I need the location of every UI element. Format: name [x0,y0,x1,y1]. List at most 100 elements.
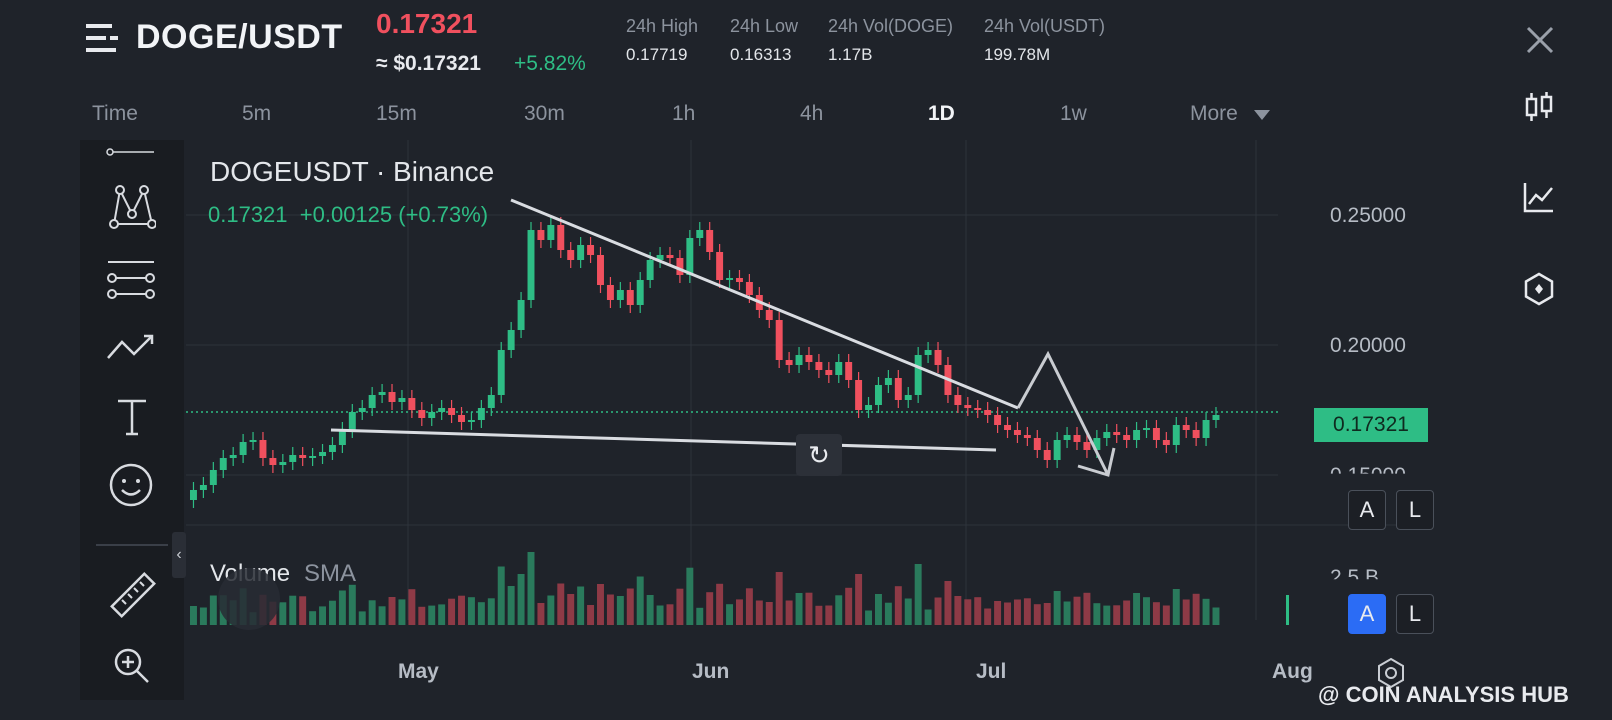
tab-1d[interactable]: 1D [928,102,955,125]
volume-bar [567,594,575,625]
chevron-down-icon[interactable] [1254,110,1270,120]
tab-4h[interactable]: 4h [800,102,824,125]
candle [348,412,356,430]
volume-tick-label: 2.5 B [1330,566,1380,589]
volume-bar [418,606,426,625]
auto-scale-button[interactable]: A [1348,490,1386,530]
candle [696,230,704,238]
trendline-upper [510,198,1019,410]
volume-bar [726,604,734,625]
volume-bar [557,583,565,625]
candle [418,410,426,418]
volume-bar [587,605,595,625]
volume-bar [438,604,446,625]
volume-bar [368,600,376,625]
candle [467,420,475,422]
volume-bar [289,595,297,625]
candle [845,362,853,380]
candle [894,378,902,400]
candle [269,458,277,465]
candlestick-icon[interactable] [1522,90,1556,124]
x-tick-label: May [398,660,439,683]
volume-bar [974,597,982,625]
candle [428,412,436,418]
volume-bar [626,588,634,625]
volume-bar [507,586,515,625]
volume-bar [537,603,545,625]
candle [190,490,197,500]
candle [537,230,545,240]
y-tick-label: 0.20000 [1330,334,1406,357]
menu-icon[interactable] [86,22,122,54]
candle [984,410,992,415]
tab-30m[interactable]: 30m [524,102,565,125]
volume-bar [785,600,793,625]
candle [616,290,624,300]
pair-title[interactable]: DOGE/USDT [136,18,343,56]
volume-bar [1053,591,1061,625]
tab-5m[interactable]: 5m [242,102,272,125]
volume-bar [1152,602,1160,625]
candle [656,255,664,260]
volume-bar [736,599,743,625]
volume-bar [1004,602,1011,625]
volume-bar [934,597,942,625]
chart-symbol-title: DOGEUSDT · Binance [210,156,495,187]
candle [1093,438,1101,450]
volume-auto-button[interactable]: A [1348,594,1386,634]
candle [497,350,505,395]
horizontal-line-icon[interactable] [104,146,156,158]
volume-bar [1013,599,1021,625]
volume-bar [805,592,813,625]
pattern-icon[interactable] [108,184,156,230]
candle [299,455,307,458]
fib-retracement-icon[interactable] [106,256,156,300]
candle [1172,425,1180,445]
volume-bar [1123,600,1131,625]
candle [1143,428,1150,430]
volume-bar [775,572,783,625]
reset-chart-button[interactable]: ↻ [796,434,842,476]
settings-hex-icon[interactable] [1522,272,1556,306]
zoom-in-icon[interactable] [112,646,152,686]
last-price: 0.17321 [376,8,478,39]
volume-bar [597,584,604,625]
indicator-icon[interactable] [1522,180,1556,214]
tab-time[interactable]: Time [92,102,138,125]
chart-settings-icon[interactable] [1374,656,1408,690]
candle [884,378,892,385]
volume-bar [328,600,336,625]
volume-log-button[interactable]: L [1396,594,1434,634]
volume-bar [964,599,972,625]
candle [765,310,773,320]
ruler-icon[interactable] [106,570,158,622]
volume-bar [755,600,763,625]
candle [557,225,565,250]
current-price-tag: 0.17321 [1314,408,1428,442]
volume-bar [408,589,416,625]
volume-bar [874,594,882,625]
volume-bar [190,606,197,625]
tab-more[interactable]: More [1190,102,1238,125]
collapse-toolbar-button[interactable]: ‹ [172,532,186,578]
candle [1033,438,1041,450]
tab-1h[interactable]: 1h [672,102,696,125]
candle [1023,435,1031,438]
tab-1w[interactable]: 1w [1060,102,1087,125]
tab-15m[interactable]: 15m [376,102,417,125]
volume-bar [1043,603,1051,625]
polyline-icon[interactable] [106,330,158,366]
text-tool-icon[interactable] [116,398,148,436]
emoji-icon[interactable] [108,462,154,508]
stat-value-vol-usdt: 199.78M [984,45,1051,64]
volume-bar [467,597,475,625]
candle [209,470,217,485]
log-scale-button[interactable]: L [1396,490,1434,530]
candle [448,408,456,415]
price-chart[interactable] [186,140,1474,640]
volume-bar [398,599,406,625]
volume-bar [884,602,892,625]
candle [805,355,813,362]
candle [1182,425,1190,430]
close-icon[interactable] [1524,24,1556,56]
